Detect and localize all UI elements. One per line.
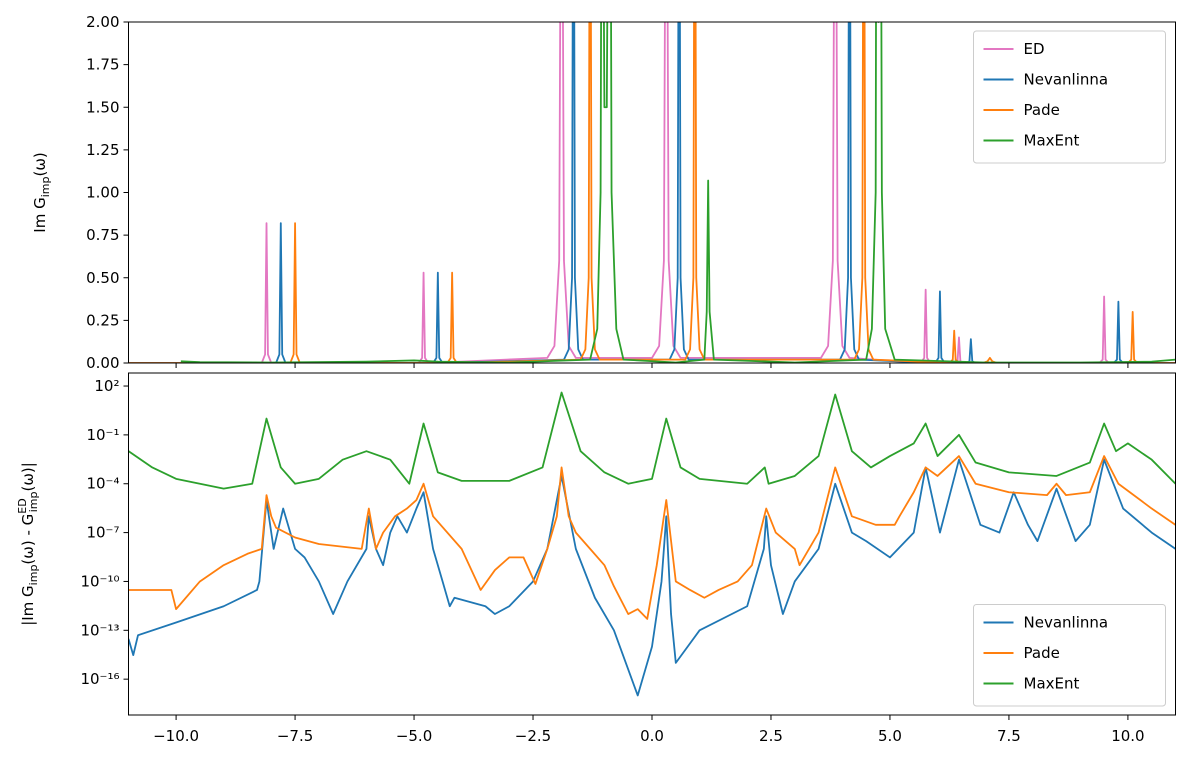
y-tick-label: 0.50 xyxy=(86,269,119,287)
y-axis-label-part: (ω) - G xyxy=(19,514,37,565)
y-axis-label: Im Gimp(ω) xyxy=(31,152,52,232)
x-tick-label: −5.0 xyxy=(396,727,432,745)
y-tick-label: 0.75 xyxy=(86,226,119,244)
y-axis-label-part: imp xyxy=(27,492,40,513)
legend-label: MaxEnt xyxy=(1024,675,1080,693)
series-line xyxy=(128,22,1176,363)
y-tick-label: 0.00 xyxy=(86,354,119,372)
y-axis-label-part: imp xyxy=(27,565,40,586)
axes-frame xyxy=(128,372,1176,716)
y-tick-label: 0.25 xyxy=(86,311,119,329)
y-tick-label: 1.75 xyxy=(86,56,119,74)
y-tick-label: 10⁻⁴ xyxy=(86,475,119,493)
series-line xyxy=(128,391,1176,490)
y-axis-label-part: ED xyxy=(16,498,29,513)
legend-label: ED xyxy=(1024,40,1045,58)
series-line xyxy=(128,455,1176,620)
x-tick-label: −2.5 xyxy=(515,727,551,745)
series-line xyxy=(128,458,1176,697)
y-axis-label: |Im Gimp(ω) - GEDimp(ω)| xyxy=(16,462,40,626)
series-line xyxy=(128,22,1176,363)
y-tick-label: 1.25 xyxy=(86,141,119,159)
legend-label: MaxEnt xyxy=(1024,132,1080,150)
x-tick-label: 10.0 xyxy=(1111,727,1144,745)
y-axis-label-part: imp xyxy=(39,177,52,198)
y-tick-label: 10⁻¹⁰ xyxy=(80,572,119,590)
y-tick-label: 10² xyxy=(94,377,119,395)
y-axis-label-part: |Im xyxy=(19,597,37,626)
x-tick-label: 0.0 xyxy=(640,727,664,745)
axes-frame xyxy=(128,21,1176,364)
y-tick-label: 10⁻¹ xyxy=(86,426,119,444)
legend-label: Nevanlinna xyxy=(1024,614,1109,632)
y-tick-label: 10⁻⁷ xyxy=(86,524,119,542)
y-axis-label-part: G xyxy=(19,585,37,597)
y-axis-label-part: (ω)| xyxy=(19,462,37,491)
x-tick-label: 5.0 xyxy=(878,727,902,745)
y-tick-label: 10⁻¹⁶ xyxy=(80,670,119,688)
y-tick-label: 1.00 xyxy=(86,184,119,202)
x-tick-label: −10.0 xyxy=(153,727,199,745)
series-line xyxy=(180,22,1176,363)
legend-box xyxy=(973,604,1166,707)
y-tick-label: 1.50 xyxy=(86,98,119,116)
y-tick-label: 2.00 xyxy=(86,13,119,31)
series-line xyxy=(128,22,1176,363)
x-tick-label: 7.5 xyxy=(997,727,1021,745)
legend-box xyxy=(973,30,1166,164)
y-tick-label: 10⁻¹³ xyxy=(80,621,119,639)
legend-label: Pade xyxy=(1024,644,1060,662)
legend-label: Pade xyxy=(1024,101,1060,119)
x-tick-label: −7.5 xyxy=(277,727,313,745)
y-axis-label-part: (ω) xyxy=(31,152,49,176)
legend-label: Nevanlinna xyxy=(1024,71,1109,89)
x-tick-label: 2.5 xyxy=(759,727,783,745)
y-axis-label-part: Im G xyxy=(31,197,49,232)
